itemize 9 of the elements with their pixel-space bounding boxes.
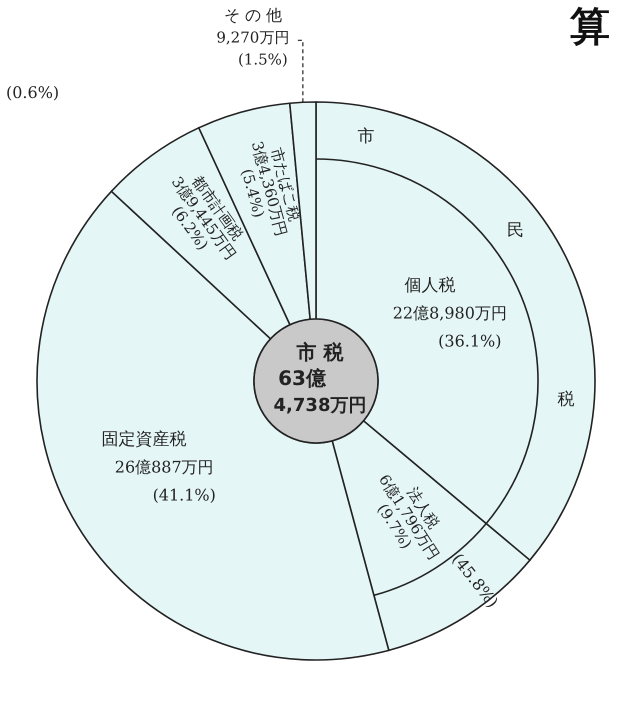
text: 市 <box>358 126 375 147</box>
text: 63億 4,738万円 <box>274 366 366 416</box>
text: 民 <box>506 220 524 240</box>
text: 市 税 <box>296 340 344 364</box>
slice-label: そ の 他 <box>224 5 282 24</box>
data-label: 9,270万円 (1.5%) <box>216 28 290 68</box>
text: 税 <box>557 389 574 410</box>
chart-title: 算 <box>569 4 610 50</box>
text: (0.6%) <box>6 83 60 102</box>
